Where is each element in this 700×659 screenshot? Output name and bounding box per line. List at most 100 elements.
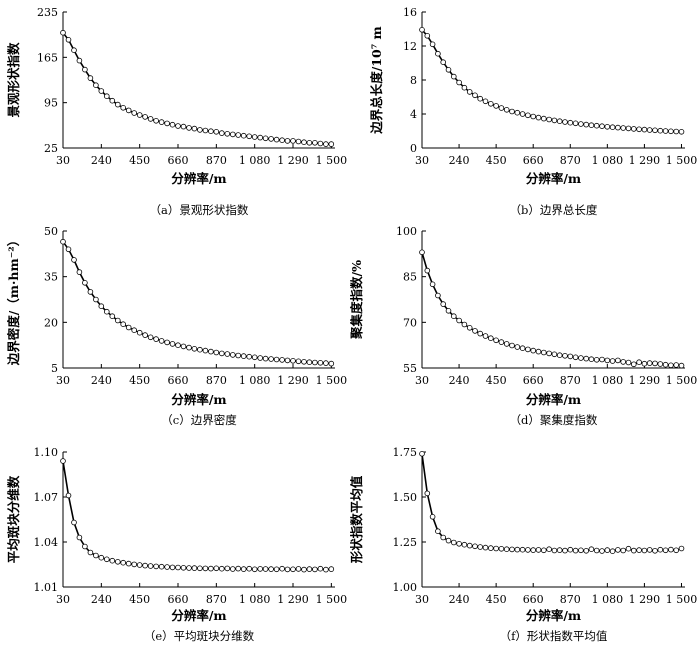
data-point bbox=[540, 115, 547, 122]
data-point bbox=[98, 554, 105, 561]
data-point bbox=[498, 105, 505, 111]
data-point bbox=[498, 339, 505, 345]
x-axis-label: 分辨率/m bbox=[171, 608, 226, 623]
data-point bbox=[246, 565, 253, 572]
data-point bbox=[109, 557, 116, 564]
data-point bbox=[246, 133, 253, 140]
data-point bbox=[482, 544, 489, 551]
data-point bbox=[142, 332, 148, 338]
data-point bbox=[175, 342, 181, 349]
y-tick-label: 1.75 bbox=[393, 446, 418, 459]
data-point bbox=[429, 41, 436, 48]
data-point bbox=[599, 548, 605, 554]
data-point bbox=[104, 556, 110, 563]
data-point bbox=[301, 139, 307, 146]
data-point bbox=[493, 337, 499, 344]
x-tick-label: 660 bbox=[168, 374, 189, 387]
y-tick-label: 70 bbox=[403, 316, 417, 329]
x-tick-label: 30 bbox=[56, 593, 70, 606]
data-point bbox=[572, 547, 579, 554]
data-point bbox=[317, 359, 324, 366]
data-point bbox=[657, 546, 664, 553]
x-tick-label: 660 bbox=[523, 374, 544, 387]
data-point bbox=[445, 307, 452, 314]
data-point bbox=[323, 141, 329, 147]
x-tick-label: 30 bbox=[415, 154, 429, 167]
data-point bbox=[662, 361, 669, 368]
data-point bbox=[219, 130, 225, 136]
data-point bbox=[466, 324, 473, 331]
data-point bbox=[593, 547, 600, 554]
data-point bbox=[652, 547, 658, 554]
x-tick-label: 240 bbox=[449, 154, 470, 167]
data-point bbox=[301, 566, 307, 573]
data-point bbox=[572, 354, 579, 361]
x-tick-label: 1 500 bbox=[316, 374, 348, 387]
data-point bbox=[295, 138, 302, 145]
data-point bbox=[551, 117, 558, 124]
data-point bbox=[219, 350, 225, 357]
data-point bbox=[197, 127, 203, 133]
data-point bbox=[625, 359, 632, 366]
data-point bbox=[556, 118, 563, 124]
y-axis-label: 平均斑块分维数 bbox=[6, 475, 21, 563]
data-point bbox=[503, 107, 510, 113]
data-point bbox=[191, 565, 198, 571]
data-point bbox=[657, 127, 664, 134]
data-point bbox=[93, 552, 99, 559]
data-point bbox=[115, 558, 121, 565]
data-point bbox=[147, 116, 154, 122]
data-point bbox=[268, 566, 274, 572]
y-tick-label: 1.04 bbox=[34, 536, 59, 549]
data-point bbox=[551, 547, 558, 554]
data-point bbox=[461, 321, 468, 328]
series-line bbox=[421, 252, 682, 367]
data-point bbox=[180, 343, 187, 350]
x-tick-label: 240 bbox=[91, 593, 112, 606]
data-point bbox=[328, 566, 335, 572]
y-tick-label: 8 bbox=[410, 74, 417, 87]
data-point bbox=[273, 136, 280, 143]
data-point bbox=[317, 140, 324, 147]
data-point bbox=[646, 547, 653, 553]
data-point bbox=[493, 545, 499, 552]
data-point bbox=[567, 353, 574, 360]
x-tick-label: 1 080 bbox=[592, 593, 624, 606]
data-point bbox=[641, 547, 648, 554]
data-point bbox=[514, 546, 521, 553]
y-axis-label: 形状指数平均值 bbox=[349, 475, 364, 563]
data-point bbox=[312, 140, 318, 146]
data-point bbox=[208, 128, 214, 135]
data-point bbox=[578, 355, 584, 361]
x-tick-label: 1 080 bbox=[239, 374, 271, 387]
chart-panel-c: 30 240 450 660 870 1 080 1 290 1 500 5 20 35 50 分辨率/… bbox=[6, 225, 347, 427]
data-point bbox=[503, 341, 510, 347]
data-point bbox=[120, 559, 126, 566]
data-point bbox=[583, 547, 589, 554]
data-point bbox=[620, 125, 626, 131]
panel-caption: （d）聚集度指数 bbox=[510, 413, 598, 427]
data-point bbox=[509, 342, 515, 349]
data-point bbox=[230, 352, 236, 358]
data-point bbox=[323, 566, 329, 573]
y-tick-label: 55 bbox=[403, 362, 417, 375]
data-point bbox=[620, 547, 626, 554]
data-point bbox=[562, 547, 568, 554]
x-tick-label: 870 bbox=[206, 374, 227, 387]
data-point bbox=[630, 547, 637, 554]
data-point bbox=[240, 132, 247, 139]
data-point bbox=[65, 246, 72, 253]
data-point bbox=[546, 350, 552, 357]
data-point bbox=[273, 566, 280, 573]
x-tick-label: 1 500 bbox=[666, 154, 698, 167]
data-point bbox=[240, 353, 247, 359]
data-point bbox=[213, 565, 220, 572]
data-point bbox=[82, 279, 88, 286]
x-tick-label: 30 bbox=[415, 593, 429, 606]
data-point bbox=[251, 566, 258, 573]
x-tick-label: 450 bbox=[129, 593, 150, 606]
data-point bbox=[257, 355, 264, 361]
x-tick-label: 1 080 bbox=[592, 154, 624, 167]
data-point bbox=[456, 317, 462, 324]
data-point bbox=[104, 308, 110, 315]
